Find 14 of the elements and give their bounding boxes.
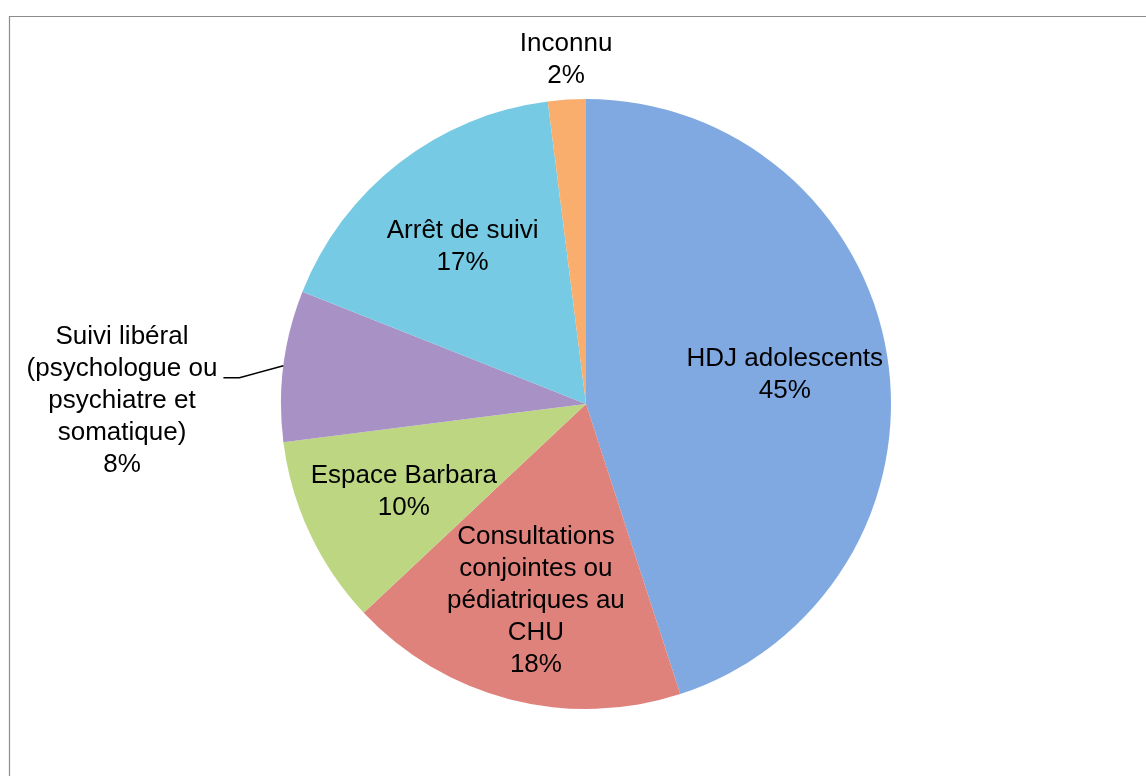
slice-label: Inconnu bbox=[519, 26, 613, 57]
pie-slice bbox=[302, 101, 586, 404]
pie-slice bbox=[281, 291, 586, 443]
data-label: 2% bbox=[547, 58, 585, 89]
data-label: 10% bbox=[377, 490, 430, 521]
slice-label: Consultations conjointes ou pédiatriques au CHU bbox=[447, 519, 625, 646]
data-label: 17% bbox=[436, 245, 489, 276]
slice-label: Suivi libéral (psychologue ou psychiatre et somatique) bbox=[26, 319, 218, 446]
slice-label: Espace Barbara bbox=[310, 458, 498, 489]
data-label: 8% bbox=[103, 447, 141, 478]
data-label: 18% bbox=[509, 647, 562, 678]
data-label: 45% bbox=[758, 373, 811, 404]
slice-label: HDJ adolescents bbox=[686, 341, 884, 372]
slice-label: Arrêt de suivi bbox=[386, 213, 539, 244]
